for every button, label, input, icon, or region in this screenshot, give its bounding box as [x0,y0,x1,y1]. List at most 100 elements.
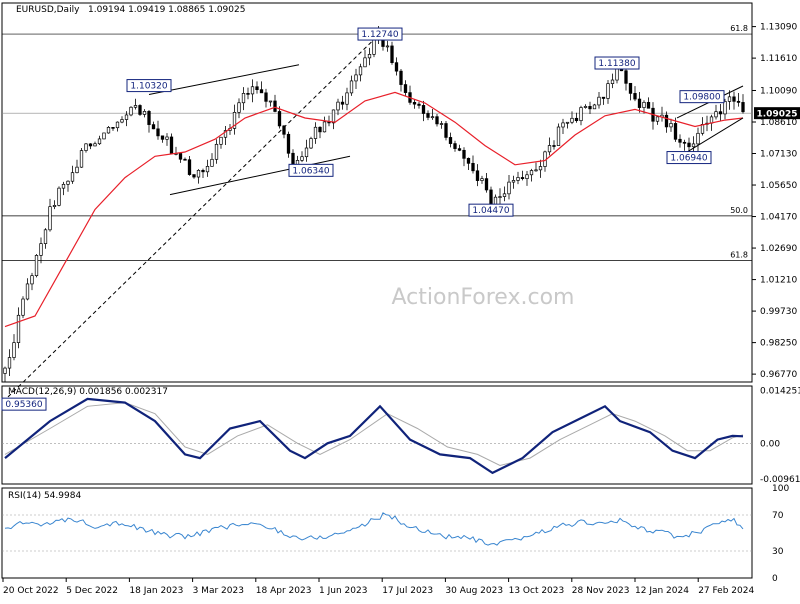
candle-body [484,178,489,191]
candle-body [561,122,565,128]
candle-body [178,153,183,160]
candle-body [507,181,511,195]
macd-main-line [4,397,744,475]
price-y-tick-label: 1.08610 [760,118,797,128]
candle-body [282,125,286,135]
candle-body [723,101,727,115]
candle-body [183,158,187,161]
trend-line [169,155,351,196]
candle-body [169,136,174,154]
candle-body [606,83,610,99]
candle-body [313,126,318,139]
candle-body [57,187,61,206]
candle-body [237,102,241,113]
chart-watermark: ActionForex.com [392,285,575,310]
fib-level-label: 50.0 [730,206,748,215]
candle-body [115,121,120,129]
candle-body [111,127,115,129]
candle-body [66,180,70,185]
candle-body [385,45,390,48]
level-label-box [594,56,640,70]
candle-body [147,111,151,125]
candle-body [633,93,637,100]
level-label-text: 0.95360 [5,400,42,410]
candle-body [349,80,354,94]
rsi-y-tick-label: 70 [772,511,784,521]
candle-body [300,156,304,161]
candle-body [610,79,615,84]
candle-body [556,126,561,146]
candle-body [399,70,403,85]
rsi-panel [1,487,753,579]
candle-body [309,138,313,149]
level-label-box [666,151,712,165]
candle-body [3,367,7,374]
last-price-tag [754,107,800,120]
rsi-y-tick-label: 30 [772,547,784,557]
candle-body [25,283,30,300]
price-y-tick-label: 1.02690 [760,244,797,254]
price-y-tick-label: 1.10090 [760,86,797,96]
candle-body [7,357,12,369]
candle-body [138,105,142,115]
rsi-line [4,512,744,546]
candle-body [655,116,660,122]
candle-body [471,162,475,172]
macd-signal-line [4,402,744,467]
rsi-y-tick-label: 0 [772,574,778,584]
price-y-tick-label: 1.11610 [760,54,797,64]
candle-body [565,121,570,124]
candle-body [88,143,93,147]
candle-body [21,298,25,316]
candle-body [30,275,34,285]
candle-body [304,147,309,158]
fib-level-label: 61.8 [730,251,748,260]
candle-body [624,70,628,84]
candle-body [430,116,435,119]
candle-body [277,111,282,127]
candle-body [268,100,273,103]
x-tick-label: 12 Jan 2024 [635,586,689,596]
x-tick-label: 27 Feb 2024 [698,586,754,596]
candle-body [16,314,21,343]
candle-body [502,193,507,197]
level-label-text: 1.06340 [292,166,329,176]
candle-body [106,127,111,134]
price-y-tick-label: 0.98250 [760,339,797,349]
moving-average-line [4,91,744,328]
candle-body [678,138,682,143]
level-label-text: 1.09800 [683,93,720,103]
candle-body [264,92,268,102]
candle-body [219,136,223,145]
candle-body [367,53,372,59]
candle-body [165,136,169,140]
candle-body [727,96,732,102]
level-label-box [288,163,334,177]
candle-body [363,57,367,68]
price-y-tick-label: 1.01210 [760,276,797,286]
level-label-text: 1.11380 [598,59,635,69]
candle-body [583,106,588,108]
level-label-box [468,203,514,217]
candle-body [646,101,651,109]
candle-body [232,111,237,129]
level-label-box [126,79,172,93]
trend-line [679,117,744,157]
candle-body [223,130,228,138]
candle-body [664,114,669,128]
candle-body [97,138,102,145]
candle-body [466,157,471,164]
candle-body [421,105,426,114]
level-label-text: 1.12740 [361,30,398,40]
candle-body [52,205,57,208]
level-label-box [357,27,403,41]
x-tick-label: 18 Apr 2023 [256,586,312,596]
x-tick-label: 5 Dec 2022 [66,586,118,596]
candle-body [547,145,552,153]
candle-body [444,123,448,138]
level-label-box [679,90,725,104]
candle-body [390,45,394,63]
x-tick-label: 28 Nov 2023 [572,586,630,596]
chart-symbol-title: EURUSD,Daily [16,5,80,15]
